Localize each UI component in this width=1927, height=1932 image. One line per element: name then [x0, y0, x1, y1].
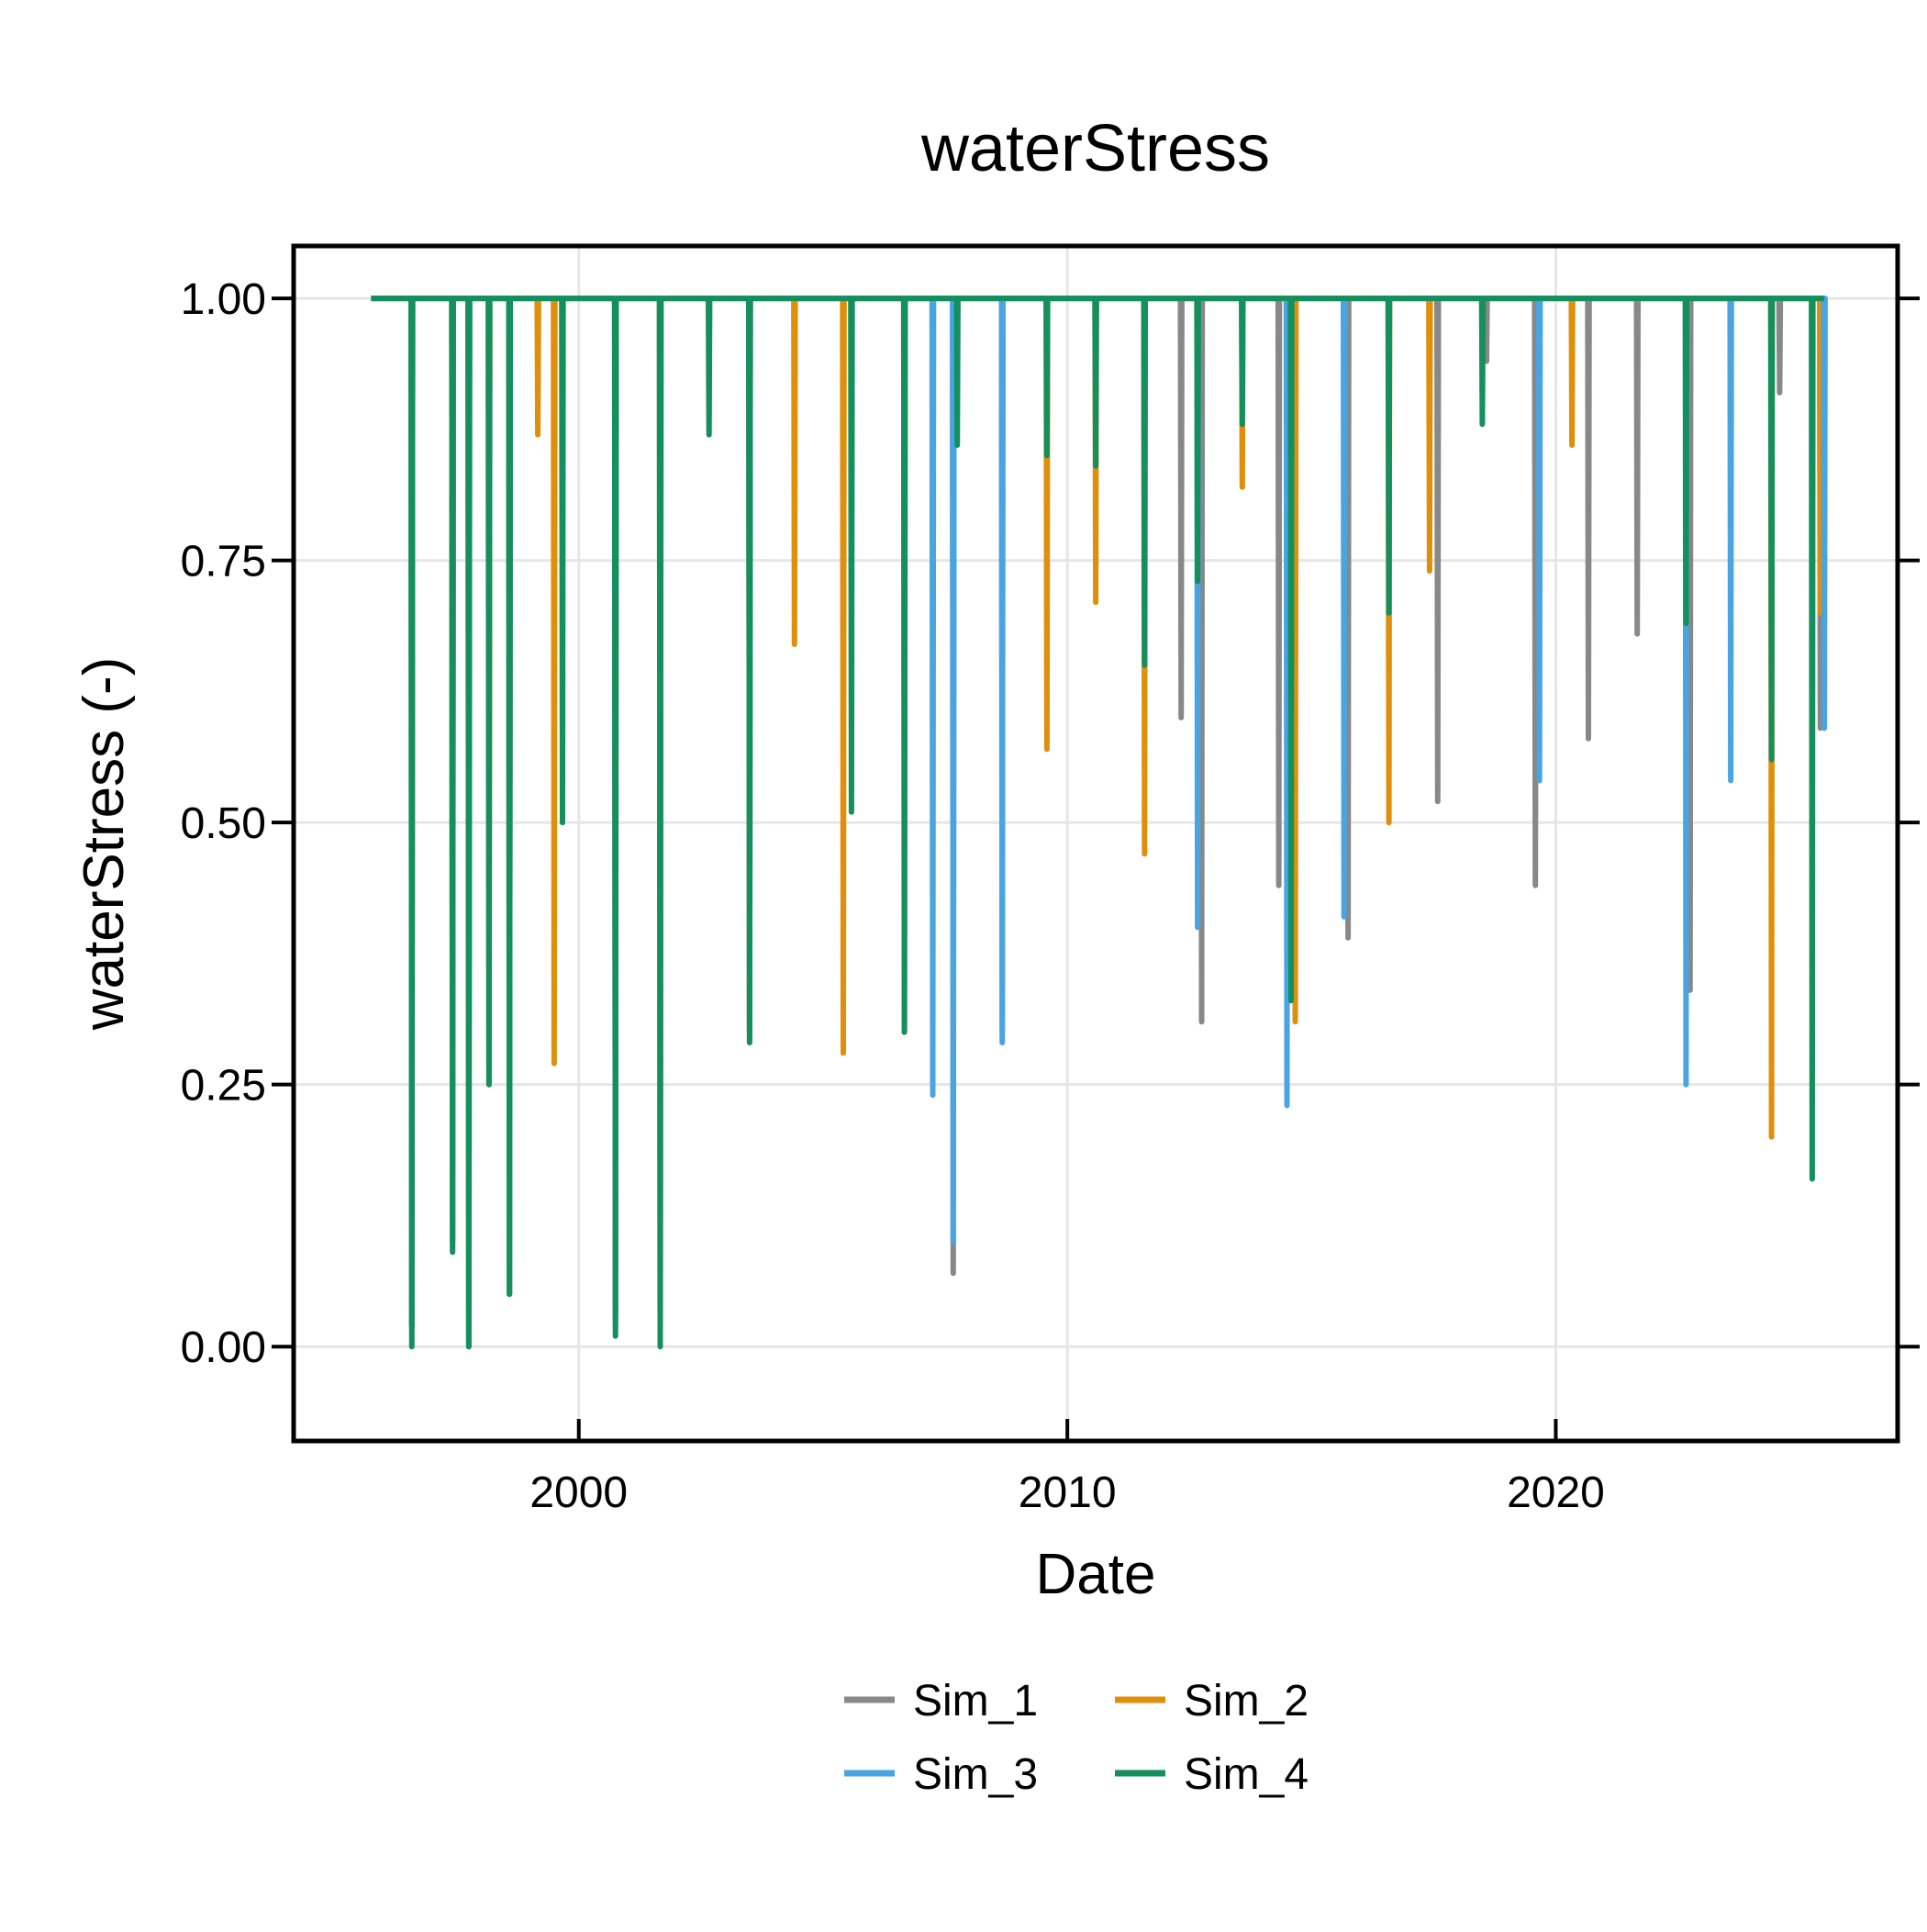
legend: Sim_1 Sim_2 Sim_3 Sim_4	[844, 1677, 1309, 1799]
x-tick-label: 2020	[1507, 1469, 1605, 1517]
legend-label: Sim_1	[913, 1677, 1038, 1725]
tick-layer: 0.00 0.25 0.50 0.75 1.00 2000 2010 2020	[181, 275, 1920, 1517]
plot-frame	[291, 243, 1900, 1444]
y-tick-label: 0.25	[181, 1062, 266, 1111]
series-layer	[371, 296, 1828, 1350]
chart-title: waterStress	[920, 112, 1270, 185]
y-tick-label: 0.50	[181, 799, 266, 848]
y-tick-label: 0.00	[181, 1323, 266, 1372]
legend-label: Sim_3	[913, 1750, 1038, 1799]
x-axis-label: Date	[1036, 1543, 1156, 1606]
x-tick-label: 2000	[529, 1469, 628, 1517]
legend-label: Sim_4	[1184, 1750, 1309, 1799]
series-line-sim_4	[371, 296, 1825, 1350]
y-tick-label: 0.75	[181, 538, 266, 586]
y-tick-label: 1.00	[181, 275, 266, 324]
legend-label: Sim_2	[1184, 1677, 1309, 1725]
y-axis-label: waterStress (-)	[72, 657, 136, 1031]
x-tick-label: 2010	[1019, 1469, 1117, 1517]
